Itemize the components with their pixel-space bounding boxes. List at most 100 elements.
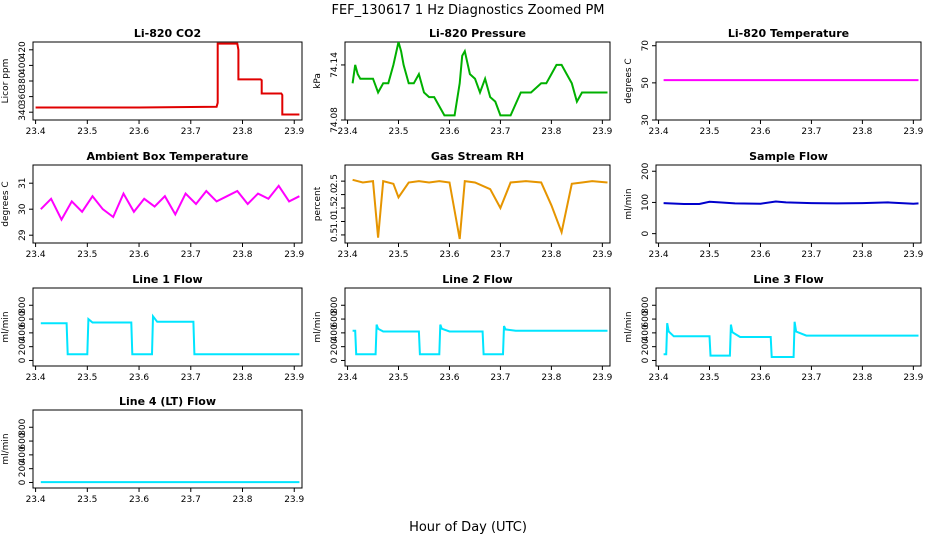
plot-frame xyxy=(344,164,611,244)
y-tick-label: 800 xyxy=(641,296,651,313)
x-tick-label: 23.7 xyxy=(181,373,201,383)
y-tick-label: 200 xyxy=(18,460,28,477)
y-tick-label: 600 xyxy=(18,310,28,327)
panel-grid: Li-820 CO2 Licor ppm 23.4 23.5 23.6 23.7 23.8 2… xyxy=(1,27,924,505)
x-tick-label: 23.9 xyxy=(592,250,612,260)
x-tick-label: 23.5 xyxy=(77,373,97,383)
y-tick-label: 600 xyxy=(641,310,651,327)
x-tick-label: 23.4 xyxy=(338,250,358,260)
y-axis-label: degrees C xyxy=(624,58,634,103)
x-tick-label: 23.7 xyxy=(801,250,821,260)
y-tick-label: 31 xyxy=(18,177,28,188)
y-tick-label: 0 xyxy=(330,357,340,363)
x-tick-label: 23.5 xyxy=(699,373,719,383)
plot-frame xyxy=(32,409,303,489)
y-tick-label: 600 xyxy=(330,310,340,327)
x-tick-label: 23.6 xyxy=(129,495,149,505)
x-tick-label: 23.9 xyxy=(903,127,923,137)
series-line-gas_stream_rh xyxy=(352,178,608,240)
x-tick-label: 23.4 xyxy=(26,495,46,505)
series-line-pressure xyxy=(351,42,608,117)
y-axis-label: ml/min xyxy=(624,311,634,342)
x-tick-label: 23.9 xyxy=(592,127,612,137)
x-tick-label: 23.8 xyxy=(852,127,872,137)
x-tick-label: 23.8 xyxy=(232,373,252,383)
y-tick-label: 2.5 xyxy=(330,174,340,188)
series-line-line2_flow xyxy=(352,324,608,356)
x-tick-label: 23.7 xyxy=(801,127,821,137)
panel-title: Li-820 CO2 xyxy=(134,27,201,40)
y-axis-label: percent xyxy=(313,186,323,221)
x-tick-label: 23.4 xyxy=(26,127,46,137)
y-tick-label: 70 xyxy=(641,40,651,52)
series-line-co2 xyxy=(35,42,300,116)
series-line-ambient_box_temp xyxy=(40,184,300,222)
x-tick-label: 23.9 xyxy=(284,250,304,260)
y-tick-label: 380 xyxy=(18,72,28,89)
y-tick-label: 74.08 xyxy=(330,107,340,133)
panel-title: Line 1 Flow xyxy=(132,273,202,286)
panel-line1_flow: Line 1 Flow ml/min 23.4 23.5 23.6 23.7 23.8 23.… xyxy=(1,273,305,383)
x-tick-label: 23.9 xyxy=(284,373,304,383)
y-tick-label: 29 xyxy=(18,229,28,241)
y-tick-label: 0.5 xyxy=(330,228,340,242)
y-tick-label: 30 xyxy=(641,114,651,126)
x-tick-label: 23.4 xyxy=(26,250,46,260)
y-tick-label: 100 xyxy=(641,194,651,211)
x-tick-label: 23.6 xyxy=(129,250,149,260)
y-tick-label: 600 xyxy=(18,432,28,449)
x-tick-label: 23.5 xyxy=(77,250,97,260)
x-tick-label: 23.7 xyxy=(490,250,510,260)
x-tick-label: 23.4 xyxy=(649,127,669,137)
x-tick-label: 23.8 xyxy=(541,250,561,260)
plot-frame xyxy=(344,41,611,121)
y-tick-label: 420 xyxy=(18,41,28,58)
x-tick-label: 23.8 xyxy=(852,373,872,383)
y-tick-label: 400 xyxy=(330,324,340,341)
y-axis-label: ml/min xyxy=(313,311,323,342)
x-tick-label: 23.4 xyxy=(649,373,669,383)
x-tick-label: 23.9 xyxy=(903,373,923,383)
plot-frame xyxy=(344,287,611,367)
x-tick-label: 23.6 xyxy=(129,127,149,137)
x-tick-label: 23.7 xyxy=(801,373,821,383)
panel-title: Line 4 (LT) Flow xyxy=(119,395,216,408)
x-tick-label: 23.8 xyxy=(232,250,252,260)
x-tick-label: 23.5 xyxy=(77,495,97,505)
x-tick-label: 23.6 xyxy=(439,250,459,260)
y-tick-label: 400 xyxy=(18,57,28,74)
series-line-line1_flow xyxy=(40,313,300,356)
x-tick-label: 23.5 xyxy=(77,127,97,137)
y-tick-label: 200 xyxy=(641,338,651,355)
x-tick-label: 23.6 xyxy=(439,373,459,383)
x-tick-label: 23.8 xyxy=(232,127,252,137)
panel-ambient_box_temp: Ambient Box Temperature degrees C 23.4 23.5… xyxy=(1,150,305,260)
x-tick-label: 23.7 xyxy=(181,127,201,137)
series-line-line3_flow xyxy=(663,321,919,358)
y-tick-label: 0 xyxy=(18,479,28,485)
x-tick-label: 23.4 xyxy=(338,373,358,383)
plot-frame xyxy=(32,164,303,244)
y-axis-label: ml/min xyxy=(624,188,634,219)
panel-title: Li-820 Temperature xyxy=(728,27,849,40)
plot-frame xyxy=(32,287,303,367)
x-tick-label: 23.5 xyxy=(699,250,719,260)
plot-frame xyxy=(655,41,922,121)
x-tick-label: 23.7 xyxy=(181,495,201,505)
y-tick-label: 340 xyxy=(18,103,28,120)
panel-co2: Li-820 CO2 Licor ppm 23.4 23.5 23.6 23.7 23.8 2… xyxy=(1,27,305,137)
series-line-sample_flow xyxy=(663,200,919,205)
y-tick-label: 400 xyxy=(641,324,651,341)
y-tick-label: 30 xyxy=(18,203,28,215)
panel-title: Line 2 Flow xyxy=(442,273,512,286)
panel-title: Line 3 Flow xyxy=(753,273,823,286)
panel-pressure: Li-820 Pressure kPa 23.4 23.5 23.6 23.7 23.8 23… xyxy=(313,27,613,137)
x-tick-label: 23.4 xyxy=(26,373,46,383)
y-tick-label: 360 xyxy=(18,88,28,105)
x-tick-label: 23.6 xyxy=(129,373,149,383)
x-tick-label: 23.8 xyxy=(852,250,872,260)
x-tick-label: 23.9 xyxy=(284,127,304,137)
x-tick-label: 23.8 xyxy=(541,373,561,383)
x-tick-label: 23.7 xyxy=(490,373,510,383)
y-tick-label: 1.0 xyxy=(330,214,340,229)
